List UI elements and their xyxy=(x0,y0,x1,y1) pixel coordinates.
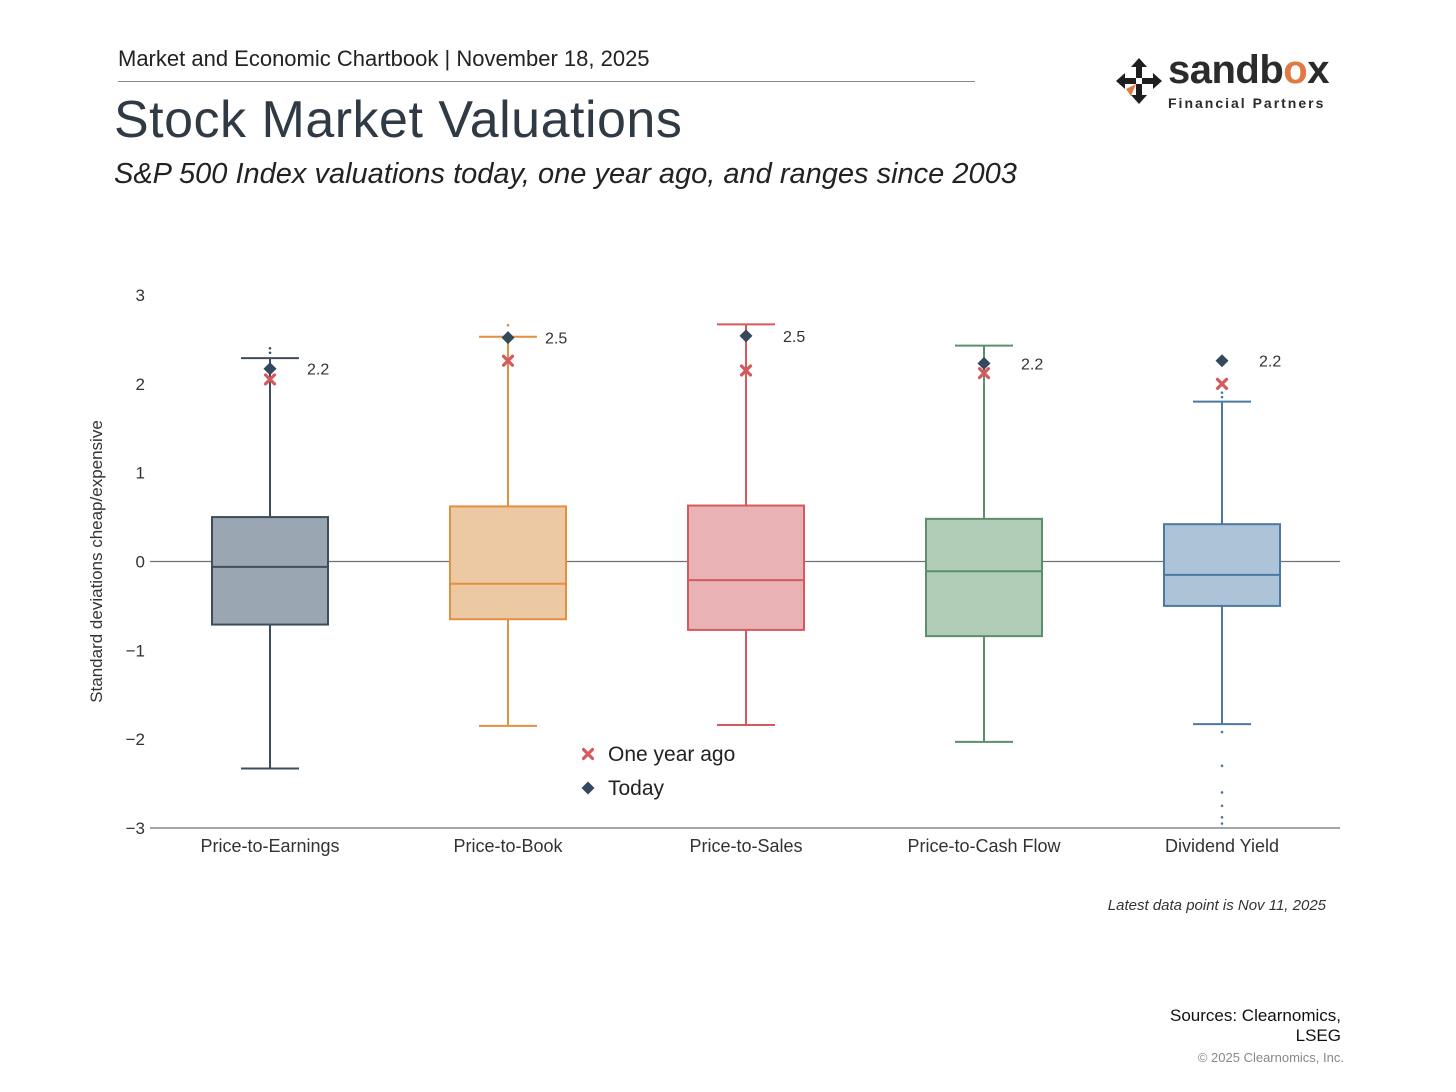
today-value-label: 2.5 xyxy=(783,329,805,346)
one-year-ago-marker xyxy=(739,364,753,377)
logo-wordmark: sandbox xyxy=(1168,48,1329,92)
one-year-ago-marker xyxy=(977,367,991,380)
one-year-ago-marker xyxy=(501,354,515,367)
copyright: © 2025 Clearnomics, Inc. xyxy=(1197,1050,1344,1065)
page-title: Stock Market Valuations xyxy=(114,91,683,149)
y-tick-label: 1 xyxy=(136,464,145,483)
legend-today-label: Today xyxy=(608,777,665,800)
today-marker xyxy=(977,356,991,370)
today-value-label: 2.2 xyxy=(1259,354,1281,371)
outlier-point xyxy=(1220,391,1224,395)
outlier-point xyxy=(268,351,272,355)
sandbox-logo: sandbox Financial Partners xyxy=(1114,48,1344,114)
y-tick-label: −1 xyxy=(126,641,145,660)
legend-today-icon xyxy=(581,781,595,795)
sources-line-1: Sources: Clearnomics, xyxy=(1169,1006,1341,1025)
x-category-label: Price-to-Sales xyxy=(689,836,802,856)
box-iqr xyxy=(925,517,1043,638)
box-iqr xyxy=(449,505,567,621)
box-iqr xyxy=(1163,523,1281,607)
sources-note: Sources: Clearnomics, LSEG xyxy=(1121,1006,1341,1046)
page-subtitle: S&P 500 Index valuations today, one year… xyxy=(114,158,1017,190)
today-value-label: 2.5 xyxy=(545,331,567,348)
legend-one-year-ago-label: One year ago xyxy=(608,743,735,766)
x-category-label: Dividend Yield xyxy=(1165,836,1279,856)
box-iqr xyxy=(211,516,329,626)
y-tick-label: 2 xyxy=(136,375,145,394)
y-tick-label: 3 xyxy=(136,286,145,305)
y-tick-label: 0 xyxy=(136,553,145,572)
today-marker xyxy=(263,362,277,376)
one-year-ago-marker xyxy=(263,373,277,386)
outlier-point xyxy=(1220,764,1224,768)
outlier-point xyxy=(1220,804,1224,808)
y-tick-label: −2 xyxy=(126,730,145,749)
latest-data-footnote: Latest data point is Nov 11, 2025 xyxy=(1107,897,1326,914)
today-marker xyxy=(501,331,515,345)
outlier-point xyxy=(1220,822,1224,825)
one-year-ago-marker xyxy=(1215,377,1229,390)
logo-arrows-icon xyxy=(1116,58,1162,104)
x-category-label: Price-to-Cash Flow xyxy=(907,836,1061,856)
x-category-label: Price-to-Book xyxy=(453,836,563,856)
today-marker xyxy=(739,329,753,343)
today-value-label: 2.2 xyxy=(307,362,329,379)
outlier-point xyxy=(1220,730,1224,734)
box-iqr xyxy=(687,504,805,631)
y-axis-title: Standard deviations cheap/expensive xyxy=(87,420,106,703)
x-category-label: Price-to-Earnings xyxy=(200,836,339,856)
header-divider xyxy=(118,81,975,82)
today-marker xyxy=(1215,354,1229,368)
outlier-point xyxy=(1220,816,1224,819)
sources-line-2: LSEG xyxy=(1295,1026,1341,1045)
outlier-point xyxy=(1220,395,1224,399)
today-value-label: 2.2 xyxy=(1021,356,1043,373)
chartbook-header: Market and Economic Chartbook | November… xyxy=(118,46,650,71)
outlier-point xyxy=(268,347,272,350)
outlier-point xyxy=(1220,791,1224,794)
legend-one-year-ago-icon xyxy=(581,747,595,761)
y-tick-label: −3 xyxy=(126,819,145,838)
outlier-point xyxy=(506,323,510,327)
logo-tagline: Financial Partners xyxy=(1168,95,1326,111)
